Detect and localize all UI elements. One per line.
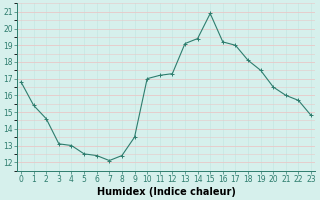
X-axis label: Humidex (Indice chaleur): Humidex (Indice chaleur) [97,187,236,197]
